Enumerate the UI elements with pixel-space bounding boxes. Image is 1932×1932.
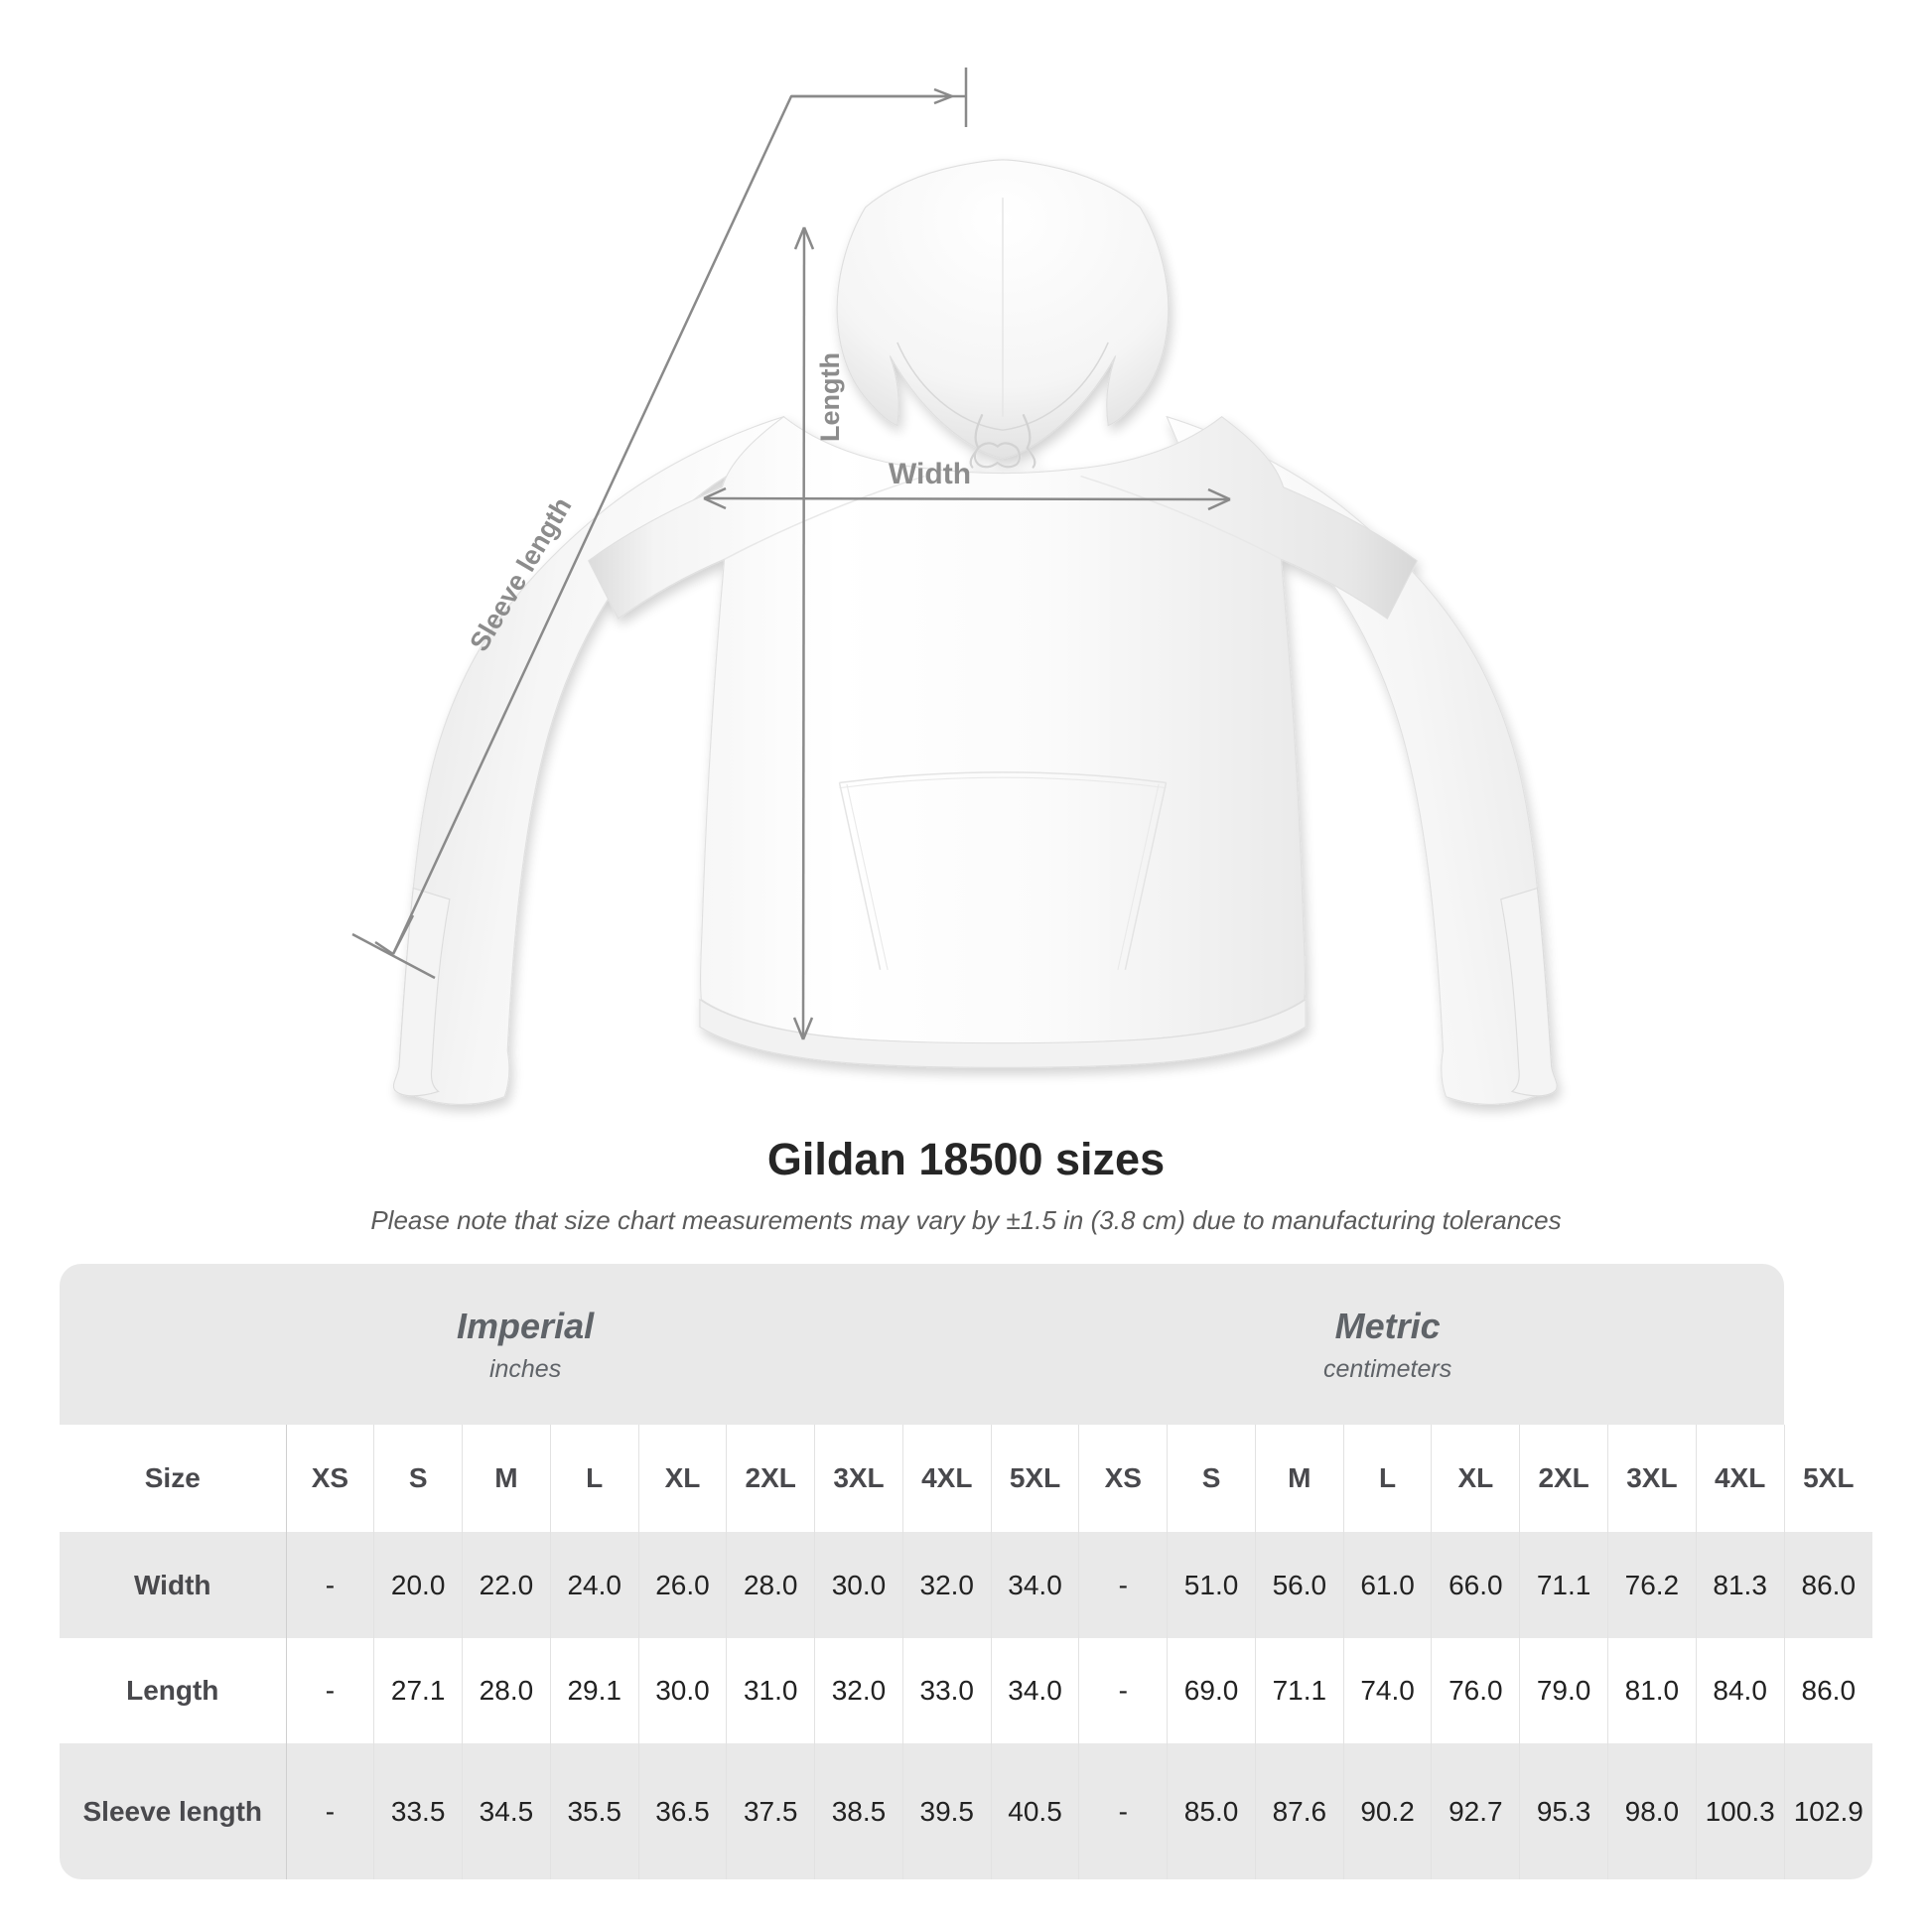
svg-text:Length: Length [815, 352, 845, 442]
svg-text:Width: Width [889, 458, 971, 490]
